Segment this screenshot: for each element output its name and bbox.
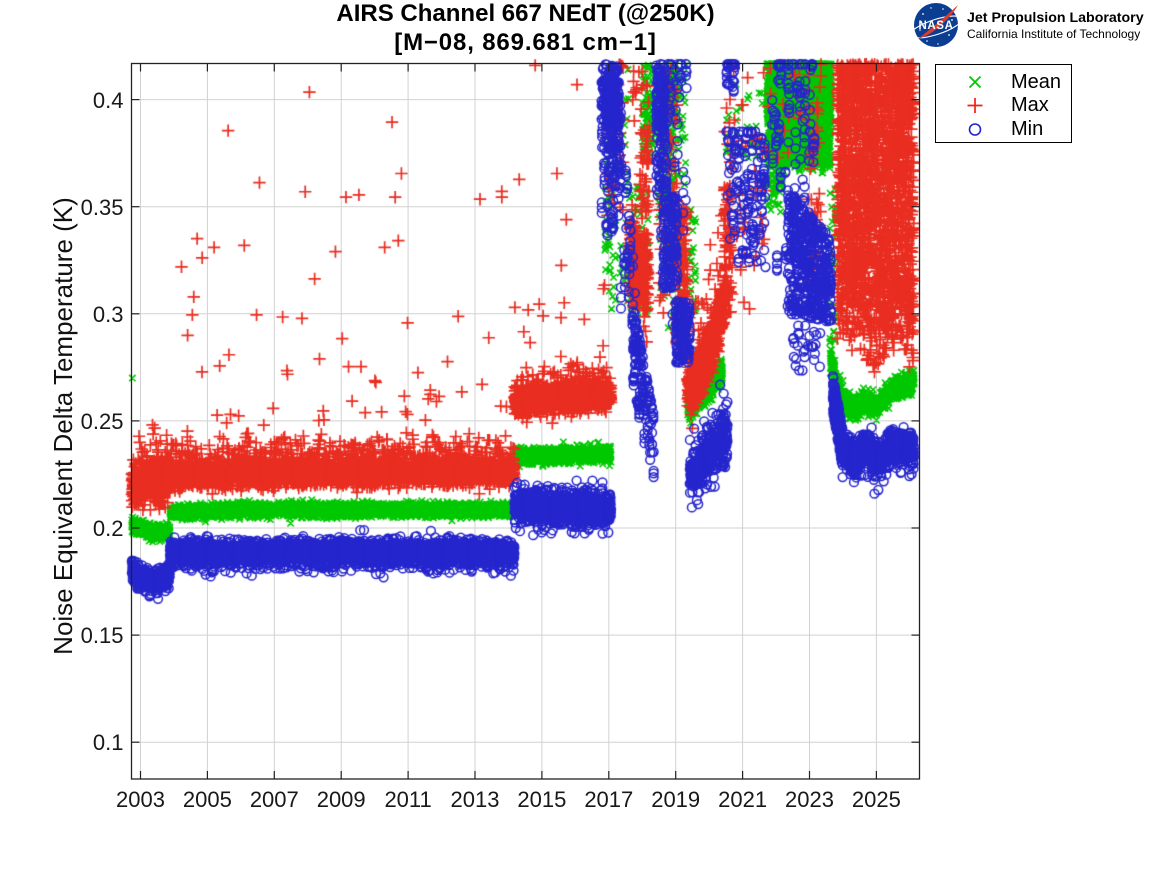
svg-text:NASA: NASA bbox=[919, 20, 954, 32]
